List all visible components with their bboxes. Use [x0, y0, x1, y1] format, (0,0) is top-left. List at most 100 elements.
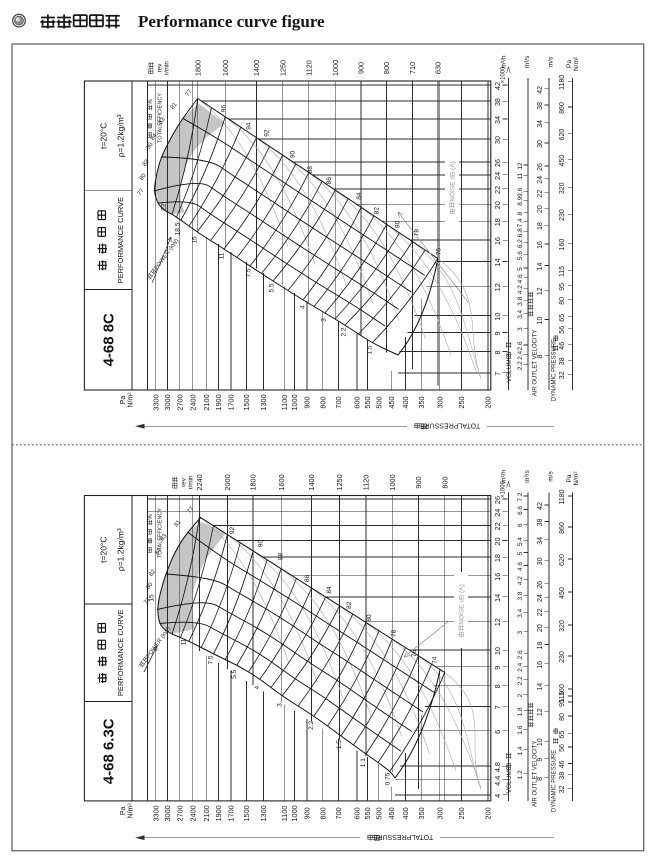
svg-text:5.4: 5.4 — [517, 537, 524, 546]
svg-text:2700: 2700 — [175, 805, 184, 821]
svg-text:26: 26 — [493, 496, 502, 504]
svg-text:7: 7 — [493, 705, 502, 709]
svg-text:m³/s: m³/s — [524, 55, 531, 68]
svg-text:65: 65 — [559, 731, 566, 739]
svg-text:83: 83 — [158, 116, 167, 125]
svg-text:96: 96 — [221, 105, 228, 113]
svg-text:46: 46 — [559, 342, 566, 350]
svg-text:320: 320 — [559, 182, 566, 194]
svg-text:1000: 1000 — [388, 474, 397, 490]
svg-text:82: 82 — [148, 568, 157, 577]
svg-text:18: 18 — [493, 554, 502, 562]
svg-text:AIR OUTLET VELOCITY: AIR OUTLET VELOCITY — [533, 330, 539, 397]
svg-text:900: 900 — [414, 476, 423, 488]
svg-text:90: 90 — [257, 540, 264, 548]
svg-text:m³/h: m³/h — [500, 55, 507, 68]
svg-text:12: 12 — [537, 287, 544, 295]
svg-text:m/s: m/s — [547, 471, 554, 482]
svg-text:3.8: 3.8 — [517, 296, 524, 305]
svg-text:1120: 1120 — [362, 475, 371, 491]
svg-text:450: 450 — [559, 155, 566, 167]
svg-text:56: 56 — [559, 326, 566, 334]
svg-text:450: 450 — [559, 587, 566, 599]
svg-text:1.2: 1.2 — [517, 770, 524, 779]
svg-text:2000: 2000 — [223, 474, 232, 490]
svg-text:80: 80 — [394, 220, 401, 228]
svg-text:20: 20 — [493, 537, 502, 545]
svg-text:30: 30 — [537, 557, 544, 565]
svg-text:80: 80 — [139, 172, 148, 181]
svg-text:2: 2 — [517, 693, 524, 697]
svg-text:2.2: 2.2 — [517, 676, 524, 685]
svg-text:26: 26 — [493, 159, 502, 167]
svg-text:1700: 1700 — [227, 805, 236, 821]
svg-text:TOTALEFFICIENCY: TOTALEFFICIENCY — [157, 508, 163, 558]
svg-text:4.6: 4.6 — [517, 274, 524, 283]
svg-text:16: 16 — [537, 661, 544, 669]
svg-text:250: 250 — [457, 807, 466, 819]
svg-text:NOISE dB (A): NOISE dB (A) — [458, 584, 465, 624]
svg-text:1900: 1900 — [214, 394, 223, 410]
svg-text:m³/s: m³/s — [524, 469, 531, 482]
svg-text:11: 11 — [218, 252, 225, 259]
svg-text:38: 38 — [537, 102, 544, 110]
svg-text:11: 11 — [180, 638, 187, 645]
svg-text:800: 800 — [318, 807, 327, 819]
svg-text:82: 82 — [346, 601, 353, 609]
svg-text:m³/h: m³/h — [500, 470, 507, 483]
svg-text:m/s: m/s — [547, 56, 554, 67]
svg-text:ρ=1.2kg/m³: ρ=1.2kg/m³ — [116, 114, 126, 157]
svg-text:TOTALPRESSURE: TOTALPRESSURE — [373, 833, 434, 840]
svg-text:2.2: 2.2 — [517, 361, 524, 370]
svg-text:%: % — [148, 514, 154, 520]
svg-text:22: 22 — [537, 608, 544, 616]
svg-text:77: 77 — [137, 187, 146, 196]
svg-text:26: 26 — [537, 581, 544, 589]
svg-text:8: 8 — [493, 350, 502, 354]
svg-text:2100: 2100 — [202, 805, 211, 821]
svg-text:860: 860 — [559, 522, 566, 534]
svg-text:600: 600 — [353, 396, 362, 408]
svg-text:%: % — [148, 99, 154, 105]
svg-text:0.75: 0.75 — [384, 772, 391, 785]
svg-text:800: 800 — [382, 62, 391, 74]
svg-text:620: 620 — [559, 129, 566, 141]
svg-text:34: 34 — [537, 537, 544, 545]
svg-text:26: 26 — [537, 163, 544, 171]
svg-text:38: 38 — [559, 357, 566, 365]
svg-text:76: 76 — [435, 248, 442, 256]
svg-text:88: 88 — [307, 166, 314, 174]
svg-text:8.9: 8.9 — [517, 196, 524, 205]
svg-text:22: 22 — [537, 190, 544, 198]
svg-text:300: 300 — [435, 396, 444, 408]
svg-text:160: 160 — [559, 684, 566, 696]
svg-text:AIR OUTLET VELOCITY: AIR OUTLET VELOCITY — [533, 741, 539, 808]
svg-text:34: 34 — [493, 116, 502, 124]
svg-text:160: 160 — [559, 239, 566, 251]
svg-text:12: 12 — [493, 283, 502, 291]
svg-text:400: 400 — [401, 807, 410, 819]
svg-text:20: 20 — [537, 205, 544, 213]
svg-text:4.2: 4.2 — [517, 285, 524, 294]
svg-text:92: 92 — [264, 129, 271, 137]
svg-text:Pa: Pa — [120, 807, 127, 816]
svg-text:5: 5 — [517, 551, 524, 555]
svg-text:N/m²: N/m² — [573, 56, 580, 71]
svg-text:30: 30 — [493, 136, 502, 144]
svg-text:16: 16 — [493, 237, 502, 245]
svg-text:4.6: 4.6 — [517, 562, 524, 571]
svg-text:PERFORMANCE CURVE: PERFORMANCE CURVE — [116, 610, 125, 697]
svg-text:3000: 3000 — [163, 394, 172, 410]
svg-text:56: 56 — [559, 744, 566, 752]
svg-text:84: 84 — [154, 547, 163, 556]
svg-text:14: 14 — [493, 594, 502, 602]
svg-text:3: 3 — [277, 703, 284, 707]
svg-text:900: 900 — [303, 396, 312, 408]
svg-text:DYNAMIC PRESSURE: DYNAMIC PRESSURE — [552, 750, 558, 812]
svg-text:16: 16 — [537, 241, 544, 249]
svg-text:2400: 2400 — [188, 805, 197, 821]
svg-text:4.8: 4.8 — [493, 762, 502, 772]
svg-text:95: 95 — [559, 699, 566, 707]
svg-text:3300: 3300 — [151, 805, 160, 821]
svg-text:83: 83 — [160, 533, 169, 542]
